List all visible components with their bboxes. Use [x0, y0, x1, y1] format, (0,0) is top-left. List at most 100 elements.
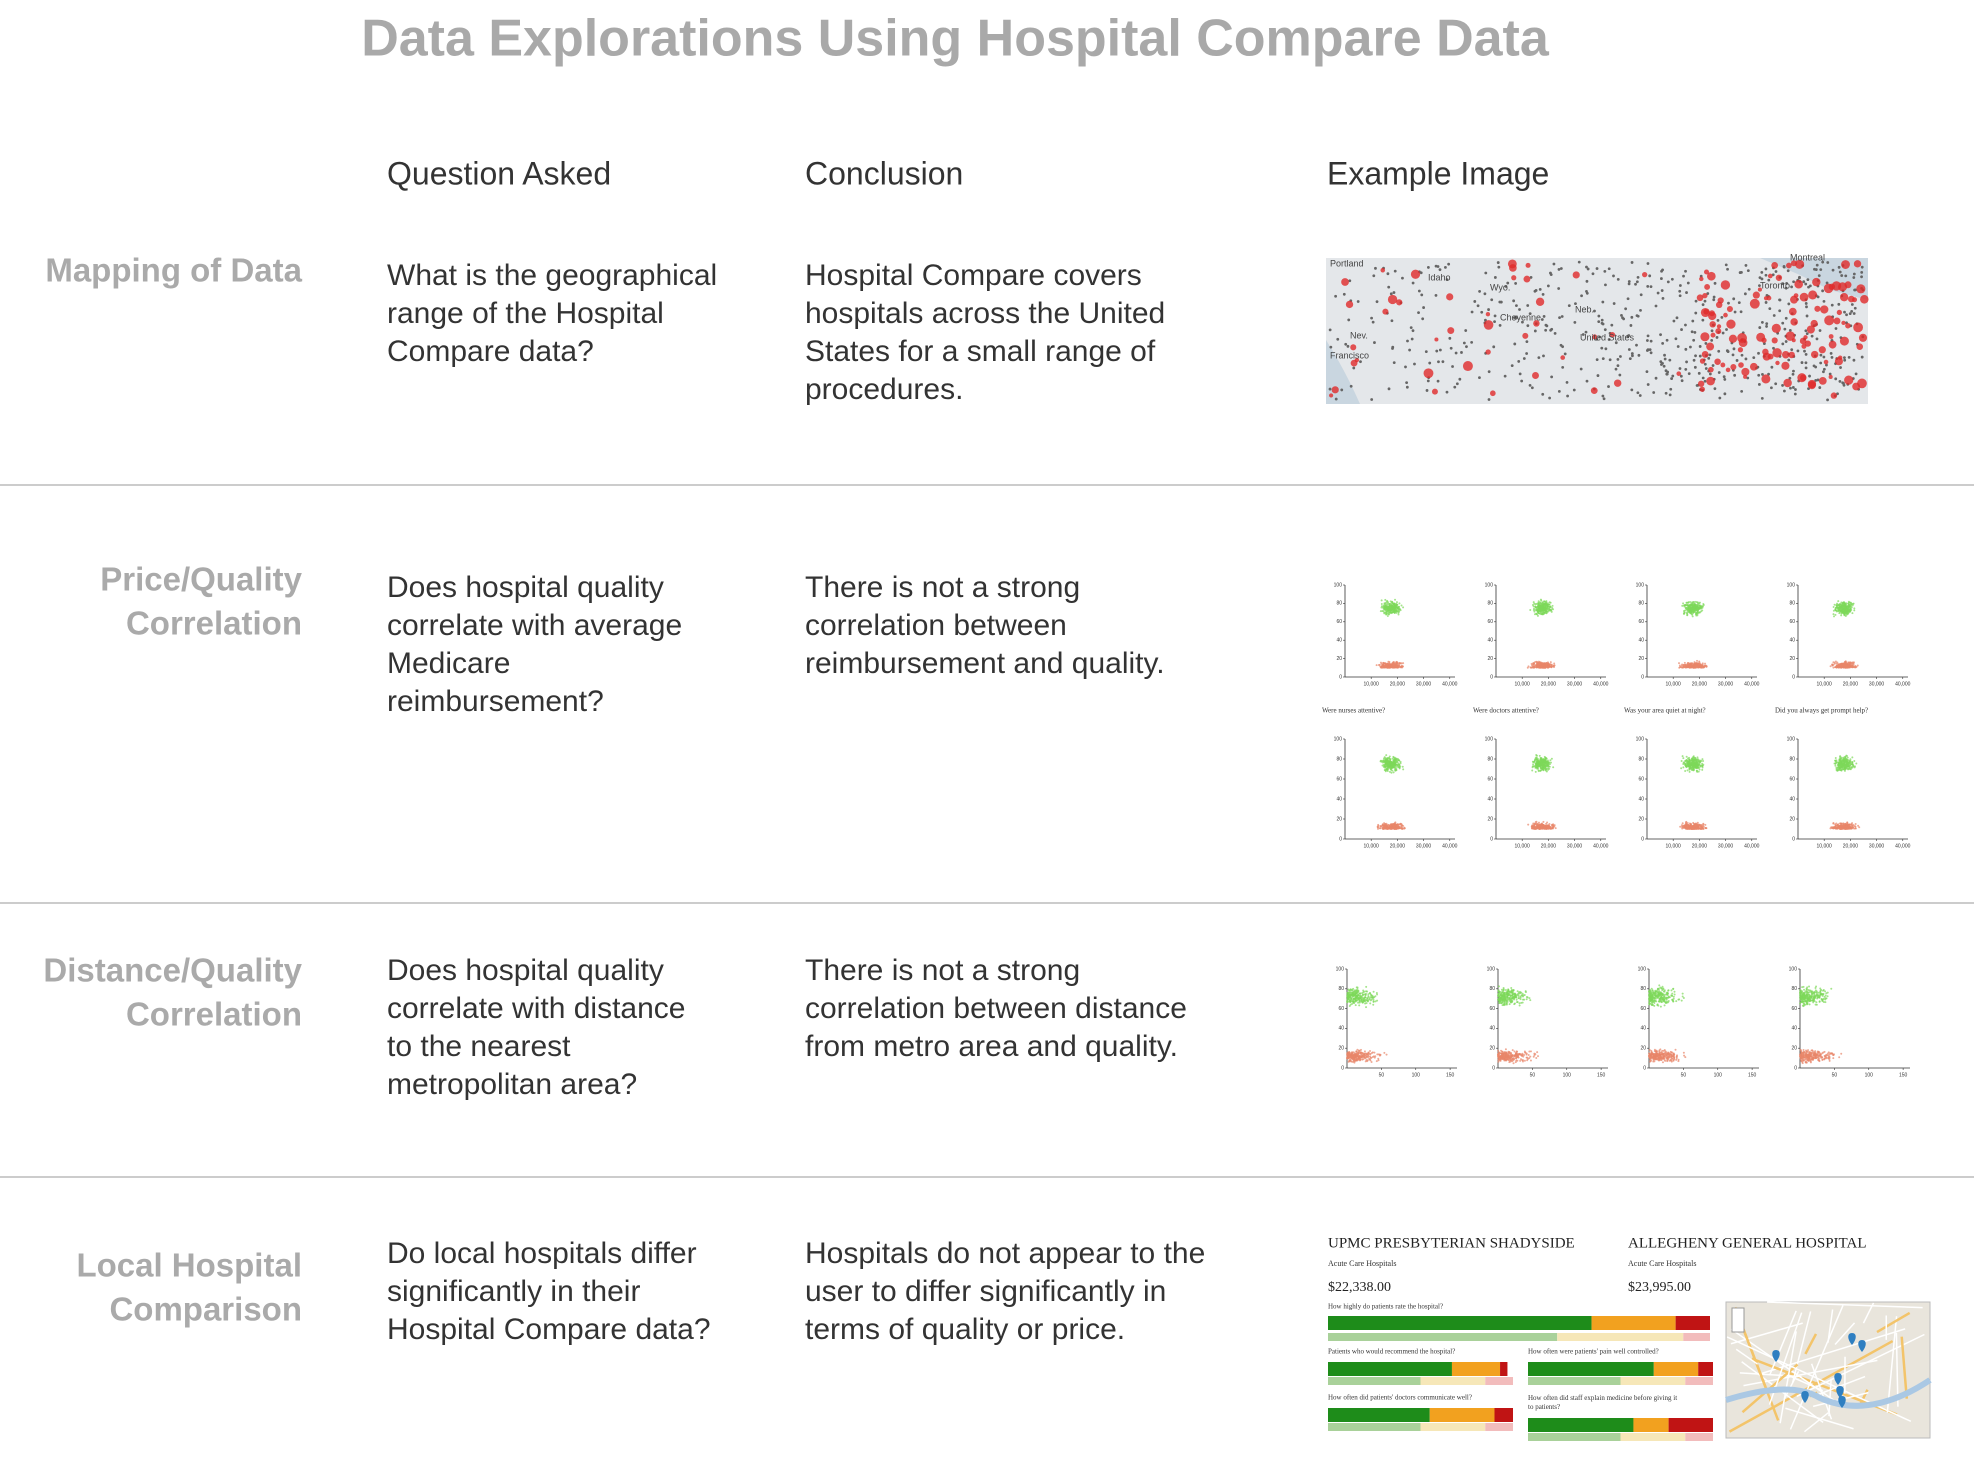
- map-dot: [1816, 378, 1820, 382]
- map-dot: [1646, 284, 1650, 288]
- map-marker: [1814, 305, 1821, 312]
- map-dot: [1786, 269, 1790, 273]
- point: [1704, 662, 1707, 665]
- map-marker: [1708, 366, 1714, 373]
- point: [1381, 663, 1384, 666]
- map-dot: [1629, 324, 1633, 327]
- point: [1399, 762, 1402, 765]
- point: [1366, 999, 1369, 1002]
- map-marker: [1609, 331, 1616, 338]
- point: [1533, 666, 1536, 669]
- point: [1354, 1004, 1357, 1007]
- map-dot: [1496, 261, 1500, 264]
- y-tick-label: 40: [1336, 638, 1342, 644]
- map-marker: [1730, 363, 1737, 370]
- question-line: correlate with distance: [387, 992, 685, 1025]
- map-dot: [1732, 297, 1736, 301]
- map-dot: [1785, 281, 1789, 285]
- point: [1361, 1054, 1364, 1057]
- map-dot: [1731, 353, 1735, 357]
- point: [1688, 822, 1691, 825]
- map-dot: [1639, 309, 1642, 312]
- map-dot: [1652, 391, 1656, 394]
- map-dot: [1772, 314, 1776, 317]
- point: [1515, 1057, 1518, 1060]
- point: [1365, 1006, 1368, 1009]
- y-tick-label: 0: [1490, 674, 1493, 680]
- map-dot: [1703, 362, 1707, 366]
- point: [1537, 600, 1540, 603]
- y-tick-label: 60: [1489, 1006, 1495, 1012]
- point: [1692, 611, 1695, 614]
- map-dot: [1540, 318, 1544, 321]
- map-dot: [1544, 328, 1548, 332]
- point: [1499, 1059, 1502, 1062]
- map-dot: [1661, 342, 1665, 345]
- map-dot: [1853, 306, 1857, 310]
- map-dot: [1708, 372, 1712, 376]
- x-tick-label: 40,000: [1593, 843, 1609, 849]
- map-marker: [1848, 295, 1855, 303]
- point: [1346, 993, 1349, 996]
- map-dot: [1822, 355, 1826, 359]
- y-tick-label: 80: [1487, 756, 1493, 762]
- map-dot: [1757, 351, 1760, 355]
- map-marker: [1766, 295, 1772, 301]
- map-dot: [1727, 301, 1730, 305]
- map-dot: [1528, 384, 1532, 387]
- point: [1510, 988, 1513, 991]
- point: [1370, 998, 1373, 1001]
- point: [1360, 999, 1363, 1002]
- map-dot: [1694, 354, 1697, 358]
- point: [1381, 609, 1384, 612]
- point: [1533, 1054, 1536, 1057]
- map-dot: [1781, 321, 1785, 325]
- map-marker: [1380, 267, 1386, 273]
- map-dot: [1636, 391, 1640, 395]
- map-dot: [1701, 303, 1705, 307]
- point: [1506, 991, 1509, 994]
- map-dot: [1499, 300, 1503, 304]
- point: [1513, 1050, 1516, 1053]
- point: [1508, 1003, 1511, 1006]
- point: [1365, 1002, 1368, 1005]
- map-marker: [1761, 374, 1771, 384]
- point: [1393, 612, 1396, 615]
- point: [1690, 604, 1693, 607]
- point: [1379, 610, 1382, 613]
- y-tick-label: 20: [1336, 656, 1342, 662]
- point: [1361, 1001, 1364, 1004]
- question-line: Medicare: [387, 647, 510, 680]
- point: [1519, 1059, 1522, 1062]
- x-tick-label: 100: [1412, 1072, 1421, 1078]
- map-dot: [1503, 374, 1507, 378]
- point: [1373, 1051, 1376, 1054]
- point: [1502, 992, 1505, 995]
- map-dot: [1788, 376, 1792, 380]
- point: [1536, 823, 1539, 826]
- point: [1545, 612, 1548, 615]
- map-marker: [1856, 284, 1866, 294]
- point: [1351, 989, 1354, 992]
- map-dot: [1601, 300, 1605, 304]
- point: [1357, 1049, 1360, 1052]
- map-dot: [1608, 358, 1612, 362]
- map-dot: [1678, 367, 1682, 370]
- map-marker: [1799, 337, 1807, 345]
- map-dot: [1841, 381, 1845, 385]
- map-dot: [1512, 299, 1516, 303]
- point: [1377, 1057, 1380, 1060]
- y-tick-label: 40: [1638, 638, 1644, 644]
- x-tick-label: 40,000: [1442, 843, 1458, 849]
- map-dot: [1738, 271, 1742, 274]
- y-tick-label: 0: [1492, 1065, 1495, 1071]
- map-marker: [1771, 337, 1778, 344]
- point: [1399, 666, 1402, 669]
- point: [1497, 1049, 1500, 1052]
- map-marker: [1396, 299, 1403, 306]
- point: [1525, 1053, 1528, 1056]
- point: [1377, 1059, 1380, 1062]
- map-dot: [1602, 397, 1606, 401]
- point: [1348, 1056, 1351, 1059]
